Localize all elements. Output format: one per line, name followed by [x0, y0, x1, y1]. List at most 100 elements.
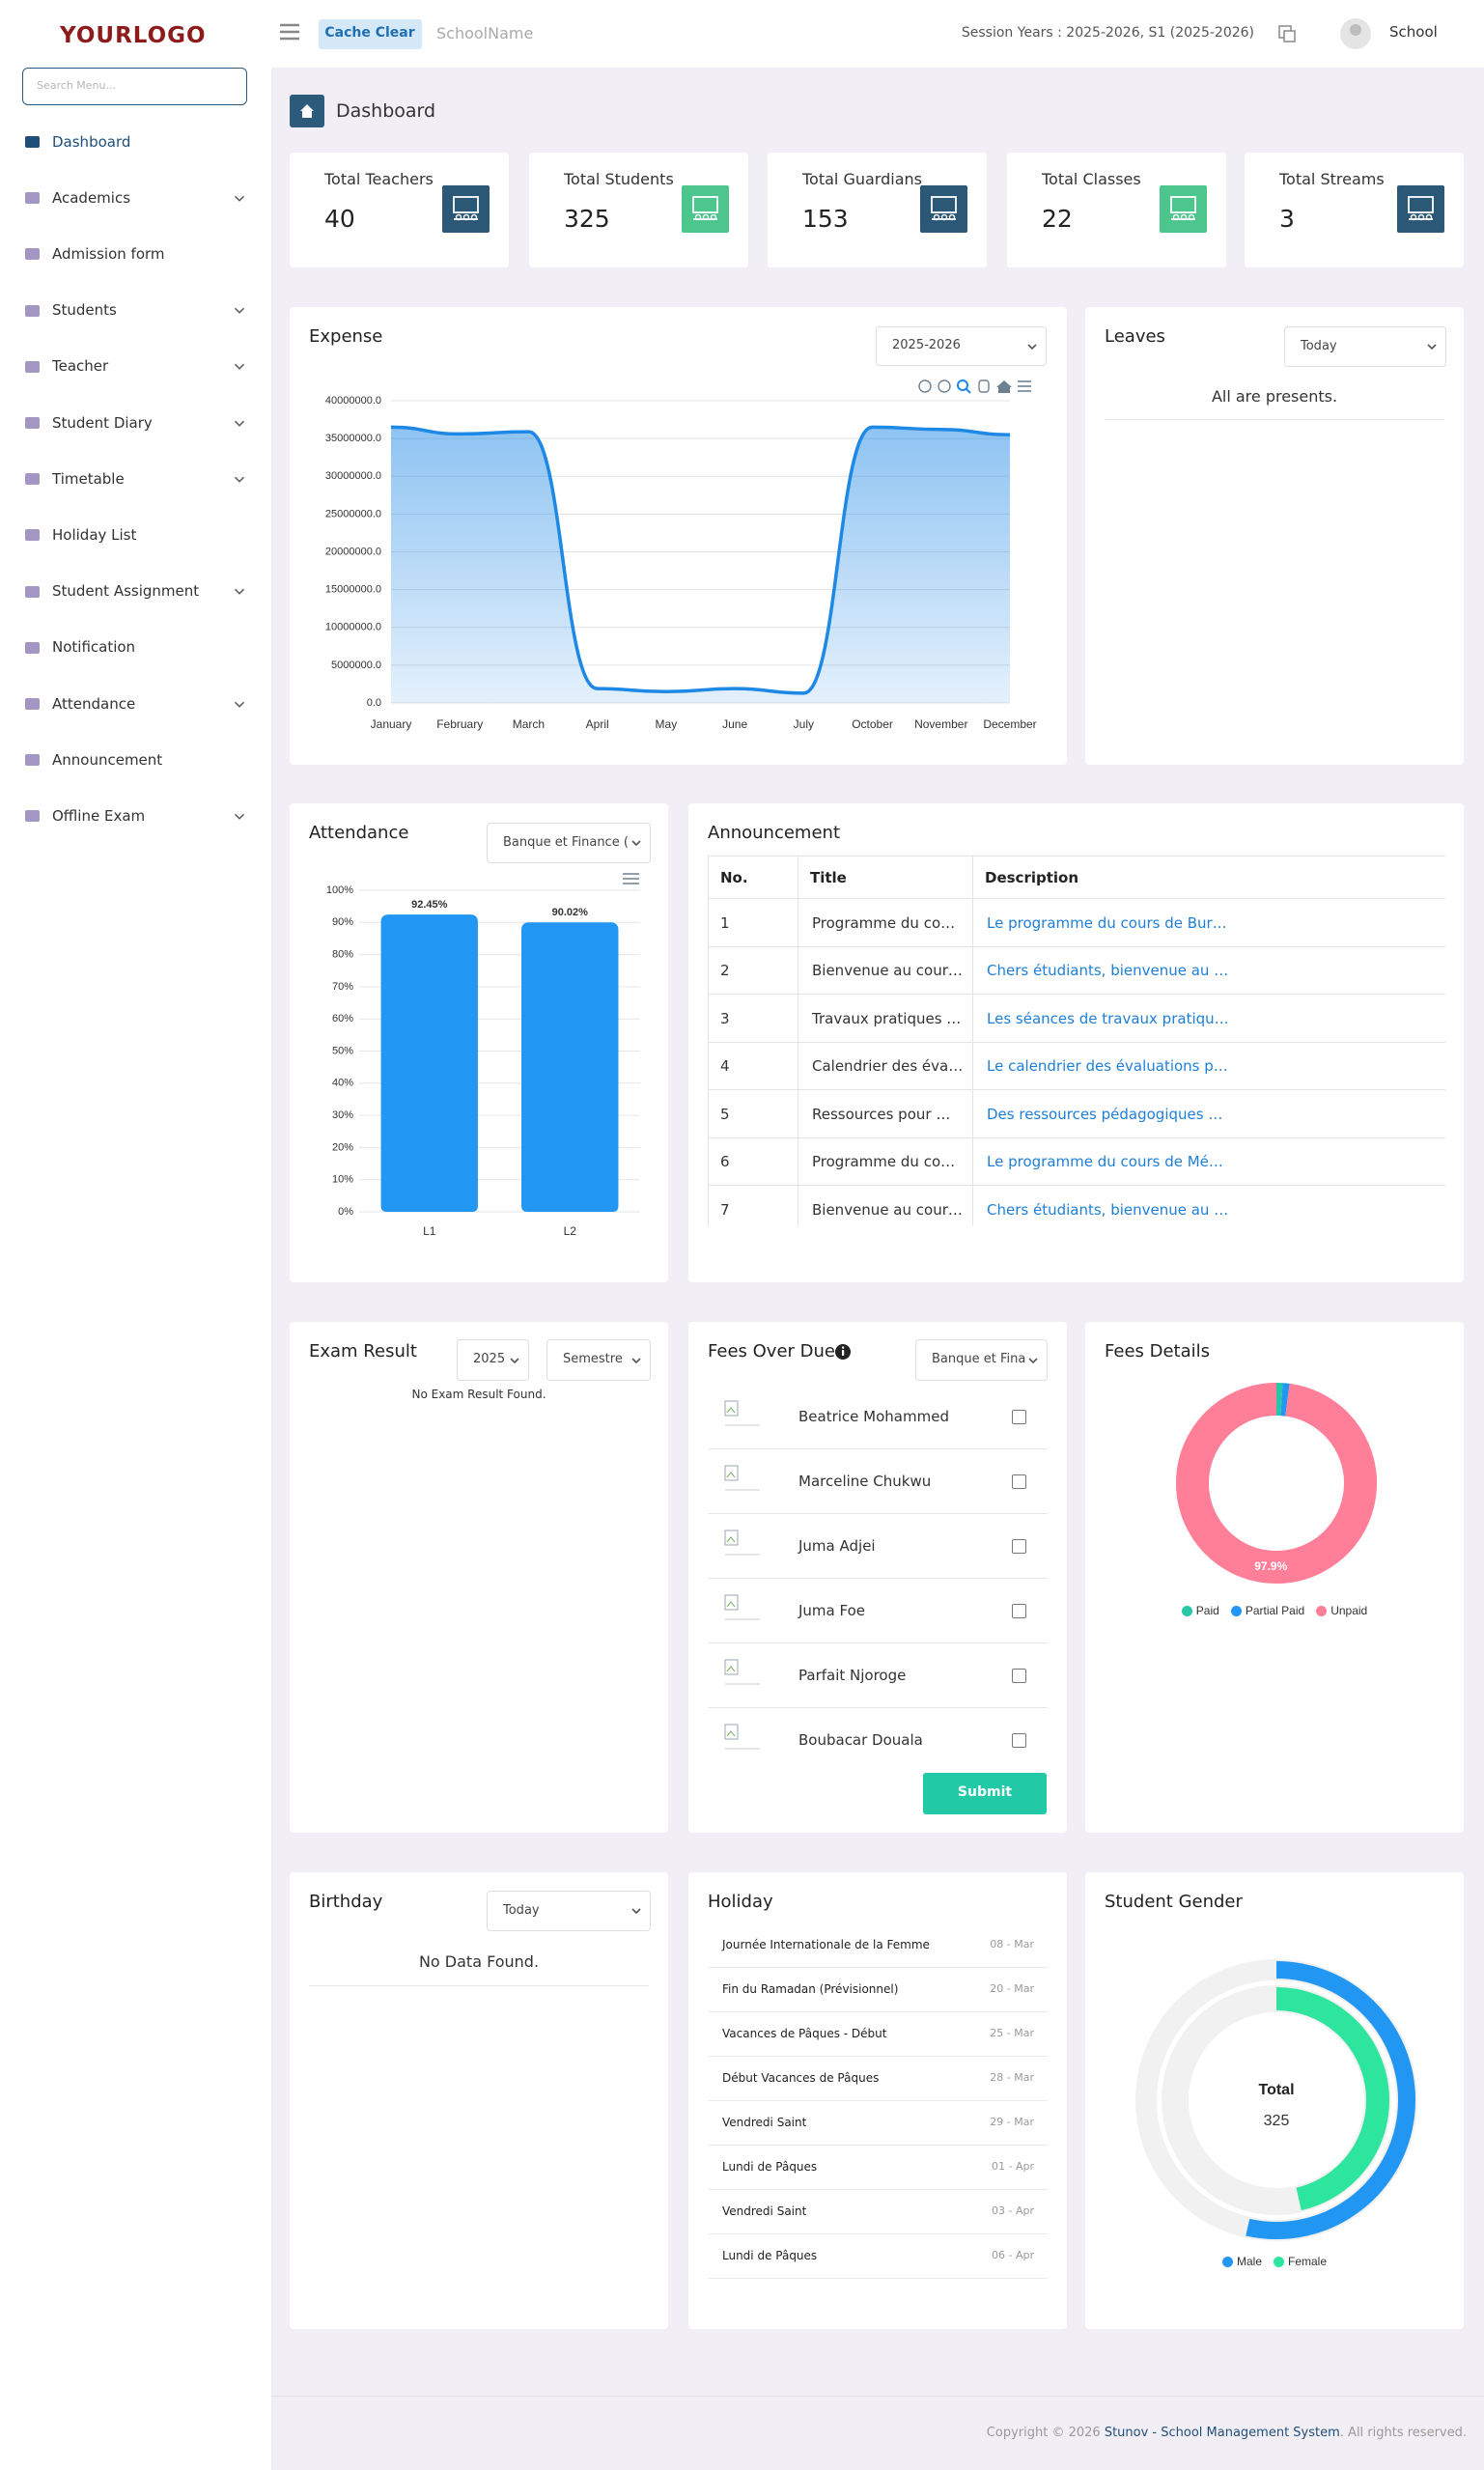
menu-label: Admission form: [52, 244, 165, 263]
holiday-name: Fin du Ramadan (Prévisionnel): [722, 1981, 899, 1996]
icon-shape: [694, 213, 702, 221]
stat-label: Total Students: [564, 169, 674, 188]
menu-item[interactable]: Notification: [14, 629, 257, 667]
legend-label: Partial Paid: [1245, 1604, 1305, 1617]
info-icon: [835, 1344, 851, 1360]
icon-shape: [710, 213, 717, 221]
menu-item[interactable]: Admission form: [14, 235, 257, 273]
stat-value: 40: [324, 204, 355, 233]
table-cell[interactable]: Chers étudiants, bienvenue au …: [972, 1186, 1445, 1225]
menu-icon: [25, 192, 40, 205]
table-header-cell: Description: [972, 856, 1445, 899]
icon-shape: [455, 213, 462, 221]
footer-link[interactable]: Stunov - School Management System: [1104, 2426, 1340, 2440]
broken-image: [724, 1594, 739, 1611]
menu-label: Offline Exam: [52, 806, 146, 825]
checkbox[interactable]: [1012, 1669, 1026, 1683]
chevron: [1027, 343, 1037, 350]
icon-shape: [25, 192, 40, 205]
legend-item[interactable]: Female: [1274, 2255, 1327, 2268]
table-cell: Ressources pour …: [798, 1090, 972, 1138]
dropdown[interactable]: Banque et Finance (F: [487, 823, 651, 863]
y-tick-label: 70%: [332, 981, 353, 993]
dropdown[interactable]: Semestre: [546, 1339, 651, 1381]
menu-item[interactable]: Holiday List: [14, 516, 257, 554]
table-cell[interactable]: Des ressources pédagogiques …: [972, 1090, 1445, 1138]
cell-text: 2: [720, 962, 730, 979]
stat-value: 325: [564, 204, 610, 233]
menu-item[interactable]: Students: [14, 292, 257, 330]
cache-clear-button[interactable]: Cache Clear: [319, 19, 422, 49]
table-cell[interactable]: Le programme du cours de Mé…: [972, 1137, 1445, 1186]
table-cell[interactable]: Chers étudiants, bienvenue au …: [972, 946, 1445, 995]
attendance-card: Attendance Banque et Finance (F 0% 10% 20% 30…: [290, 803, 668, 1282]
x-tick-label: February: [436, 717, 483, 731]
holiday-name: Vendredi Saint: [722, 2203, 807, 2218]
legend: Paid Partial Paid Unpaid: [1085, 1601, 1464, 1620]
chevron-icon: [631, 840, 641, 847]
dropdown[interactable]: Today: [487, 1891, 651, 1931]
legend-marker: [1221, 2256, 1233, 2267]
checkbox[interactable]: [1012, 1410, 1026, 1424]
broken-image: [724, 1724, 739, 1740]
student-photo: [724, 1659, 760, 1685]
chevron-icon: [234, 476, 245, 483]
dropdown[interactable]: Today: [1284, 326, 1446, 367]
chevron: [510, 1357, 519, 1363]
menu-label: Announcement: [52, 750, 163, 769]
legend-item[interactable]: Male: [1221, 2255, 1262, 2268]
dropdown[interactable]: 2025-2026: [876, 326, 1047, 366]
menu-label: Notification: [52, 638, 136, 657]
cell-text: 3: [720, 1009, 730, 1027]
legend-item[interactable]: Partial Paid: [1230, 1604, 1305, 1617]
menu-item[interactable]: Offline Exam: [14, 797, 257, 835]
cell-text: 5: [720, 1105, 730, 1123]
line: [390, 425, 1011, 695]
dropdown-value: Banque et Finar: [932, 1352, 1025, 1367]
table-cell[interactable]: Le calendrier des évaluations p…: [972, 1042, 1445, 1090]
submit-button[interactable]: Submit: [923, 1773, 1047, 1814]
menu-item[interactable]: Academics: [14, 179, 257, 217]
menu-item[interactable]: Student Assignment: [14, 573, 257, 611]
checkbox[interactable]: [1012, 1733, 1026, 1748]
menu-item[interactable]: Timetable: [14, 460, 257, 498]
cell-text: Programme du co…: [812, 913, 956, 932]
legend-label: Unpaid: [1330, 1604, 1368, 1617]
checkbox[interactable]: [1012, 1474, 1026, 1489]
broken-image: [726, 1536, 736, 1543]
dropdown-value: Today: [1301, 338, 1337, 353]
table-cell[interactable]: Le programme du cours de Bur…: [972, 899, 1445, 947]
menu-item[interactable]: Attendance: [14, 685, 257, 723]
dropdown[interactable]: 2025: [457, 1339, 529, 1381]
stat-card: Total Guardians 153: [768, 153, 987, 267]
y-tick-label: 50%: [332, 1045, 353, 1056]
icon-shape: [25, 248, 40, 261]
student-photo: [724, 1530, 760, 1556]
search-input[interactable]: Search Menu...: [22, 68, 247, 105]
table-cell[interactable]: Les séances de travaux pratiqu…: [972, 995, 1445, 1043]
attendance-chart: 0% 10% 20% 30% 40% 50% 60% 70% 80% 90% 100% 92.45% L…: [326, 873, 640, 1238]
table-cell: 3: [708, 995, 798, 1043]
legend-item[interactable]: Unpaid: [1316, 1604, 1367, 1617]
menu-item[interactable]: Student Diary: [14, 404, 257, 442]
menu-icon: [25, 360, 40, 373]
checkbox[interactable]: [1012, 1604, 1026, 1618]
menu-item[interactable]: Announcement: [14, 741, 257, 779]
menu-item[interactable]: Dashboard: [14, 123, 257, 161]
chevron: [1028, 1357, 1038, 1363]
chevron-icon: [234, 701, 245, 708]
checkbox[interactable]: [1012, 1539, 1026, 1554]
menu-item[interactable]: Teacher: [14, 348, 257, 386]
radial-bar: [1246, 1961, 1415, 2239]
chevron-icon: [631, 1357, 641, 1363]
legend-marker: [1316, 1605, 1328, 1616]
empty-message: No Exam Result Found.: [411, 1387, 546, 1401]
table-cell: 5: [708, 1090, 798, 1138]
table-header-cell: No.: [708, 856, 798, 899]
chevron: [234, 701, 245, 708]
legend-item[interactable]: Paid: [1181, 1604, 1219, 1617]
menu-icon: [25, 248, 40, 261]
dropdown[interactable]: Banque et Finar: [915, 1339, 1048, 1381]
chevron-icon: [234, 363, 245, 371]
leaves-card: Leaves Today All are presents.: [1085, 307, 1464, 765]
